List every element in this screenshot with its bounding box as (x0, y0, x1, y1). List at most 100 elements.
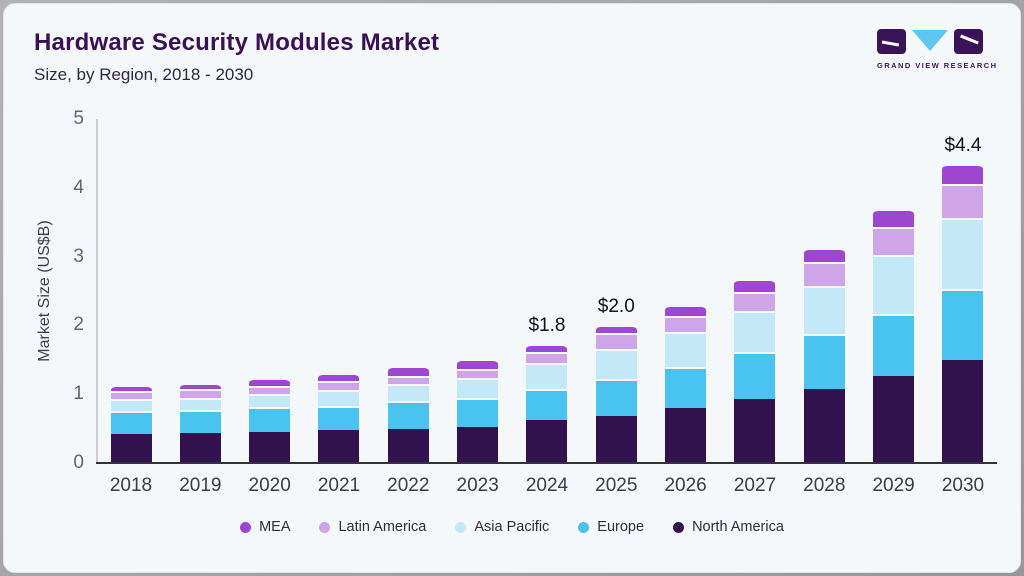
bar-2030-segment-north-america (942, 360, 984, 463)
bar-2027-segment-mea (734, 279, 776, 293)
bar-2030-segment-mea (942, 163, 984, 185)
y-tick-label: 0 (73, 452, 84, 473)
bar-2026-segment-mea (665, 304, 707, 316)
bar-2025-segment-mea (595, 325, 637, 333)
bar-2021-segment-asia-pacific (318, 390, 360, 406)
bar-2025-segment-latin-america (595, 332, 637, 350)
x-tick-label-2030: 2030 (941, 475, 985, 496)
chart-legend: MEA Latin America Asia Pacific Europe North … (4, 519, 1020, 535)
bar-2018-segment-north-america (110, 434, 152, 463)
bar-2029-segment-north-america (873, 375, 915, 463)
bar-2019-segment-latin-america (179, 389, 221, 398)
x-tick-label-2029: 2029 (872, 475, 915, 496)
bar-2024-segment-mea (526, 343, 568, 352)
bar-2025-segment-asia-pacific (595, 349, 637, 380)
y-tick-label: 3 (73, 245, 84, 267)
page-subtitle: Size, by Region, 2018 - 2030 (34, 65, 254, 84)
bar-2030-segment-asia-pacific (942, 218, 984, 289)
bar-2020-segment-europe (249, 407, 291, 433)
gvr-logo: GRAND VIEW RESEARCH (877, 29, 998, 70)
bar-2021-segment-mea (318, 372, 360, 382)
x-tick-label-2025: 2025 (595, 475, 638, 496)
bar-2027-segment-europe (734, 352, 776, 399)
bar-2021-segment-europe (318, 405, 360, 430)
legend-item-mea: MEA (240, 519, 290, 535)
bar-2018-segment-asia-pacific (110, 399, 152, 412)
bar-2022-segment-asia-pacific (387, 383, 429, 402)
bar-2023-segment-latin-america (457, 368, 499, 378)
bar-2024-segment-latin-america (526, 351, 568, 364)
bar-2023-segment-europe (457, 397, 499, 427)
bar-2020-segment-north-america (249, 432, 291, 463)
x-tick-label-2028: 2028 (803, 475, 846, 496)
bar-2026-segment-north-america (665, 407, 707, 463)
bar-2018-segment-europe (110, 411, 152, 435)
bar-2029-segment-mea (873, 209, 915, 227)
bar-2023-segment-asia-pacific (457, 377, 499, 398)
x-axis-line (96, 462, 997, 464)
logo-v-triangle-icon (912, 30, 948, 51)
bar-2028-segment-asia-pacific (803, 286, 845, 335)
y-tick-label: 4 (73, 176, 84, 198)
bar-2026-segment-latin-america (665, 315, 707, 333)
legend-label-europe: Europe (597, 519, 645, 535)
bar-2026-segment-europe (665, 367, 707, 408)
logo-brand-text: GRAND VIEW RESEARCH (877, 61, 998, 70)
bar-2029-segment-europe (873, 313, 915, 376)
bar-2022-segment-north-america (387, 428, 429, 463)
bar-2024-segment-north-america (526, 420, 568, 463)
legend-label-asia-pacific: Asia Pacific (474, 519, 550, 535)
bar-2020-segment-latin-america (249, 385, 291, 395)
bar-2028-segment-latin-america (803, 262, 845, 287)
bar-2027-segment-north-america (734, 399, 776, 463)
x-tick-label-2021: 2021 (317, 475, 361, 496)
bar-2025-segment-north-america (595, 415, 637, 463)
bar-2029-segment-latin-america (873, 227, 915, 256)
bar-2028-segment-mea (803, 247, 845, 263)
x-tick-label-2018: 2018 (109, 475, 153, 496)
legend-dot-asia-pacific-icon (455, 521, 467, 533)
logo-g-block-icon (877, 29, 906, 54)
x-tick-label-2019: 2019 (179, 475, 222, 496)
x-tick-label-2024: 2024 (525, 475, 569, 496)
legend-item-north-america: North America (673, 519, 784, 535)
bar-2018-segment-latin-america (110, 391, 152, 399)
bar-2019-segment-asia-pacific (179, 397, 221, 410)
y-tick-label: 5 (73, 108, 84, 129)
bar-2028-segment-europe (803, 334, 845, 389)
bar-2024-segment-asia-pacific (526, 363, 568, 389)
bar-2021-segment-north-america (318, 429, 360, 463)
bar-2019-segment-north-america (179, 433, 221, 463)
bar-2030-segment-europe (942, 288, 984, 361)
bar-2020-segment-asia-pacific (249, 394, 291, 408)
bar-2023-segment-north-america (457, 426, 499, 463)
legend-label-mea: MEA (259, 519, 291, 535)
x-tick-label-2027: 2027 (733, 475, 777, 496)
legend-item-europe: Europe (578, 519, 644, 535)
legend-item-latin-america: Latin America (319, 519, 426, 535)
bar-2019-segment-mea (179, 382, 221, 390)
bar-2020-segment-mea (249, 378, 291, 386)
x-tick-label-2020: 2020 (248, 475, 291, 496)
legend-label-latin-america: Latin America (338, 519, 427, 535)
bar-2024-segment-europe (526, 388, 568, 421)
legend-item-asia-pacific: Asia Pacific (455, 519, 549, 535)
y-axis-line (96, 119, 98, 463)
y-tick-label: 2 (73, 314, 84, 336)
bar-2025-segment-europe (595, 379, 637, 416)
bar-value-label-2030: $4.4 (944, 134, 982, 156)
x-tick-label-2023: 2023 (456, 475, 499, 496)
x-tick-label-2022: 2022 (387, 475, 430, 496)
bar-2023-segment-mea (457, 359, 499, 369)
bar-2028-segment-north-america (803, 388, 845, 463)
bar-2022-segment-mea (387, 365, 429, 376)
page-title: Hardware Security Modules Market (34, 29, 440, 56)
legend-dot-latin-america-icon (319, 521, 331, 533)
bar-2019-segment-europe (179, 410, 221, 434)
y-tick-label: 1 (73, 383, 84, 405)
bar-2027-segment-latin-america (734, 292, 776, 311)
bar-2022-segment-europe (387, 401, 429, 429)
legend-dot-north-america-icon (673, 521, 685, 533)
bar-2030-segment-latin-america (942, 184, 984, 219)
bar-2021-segment-latin-america (318, 381, 360, 391)
